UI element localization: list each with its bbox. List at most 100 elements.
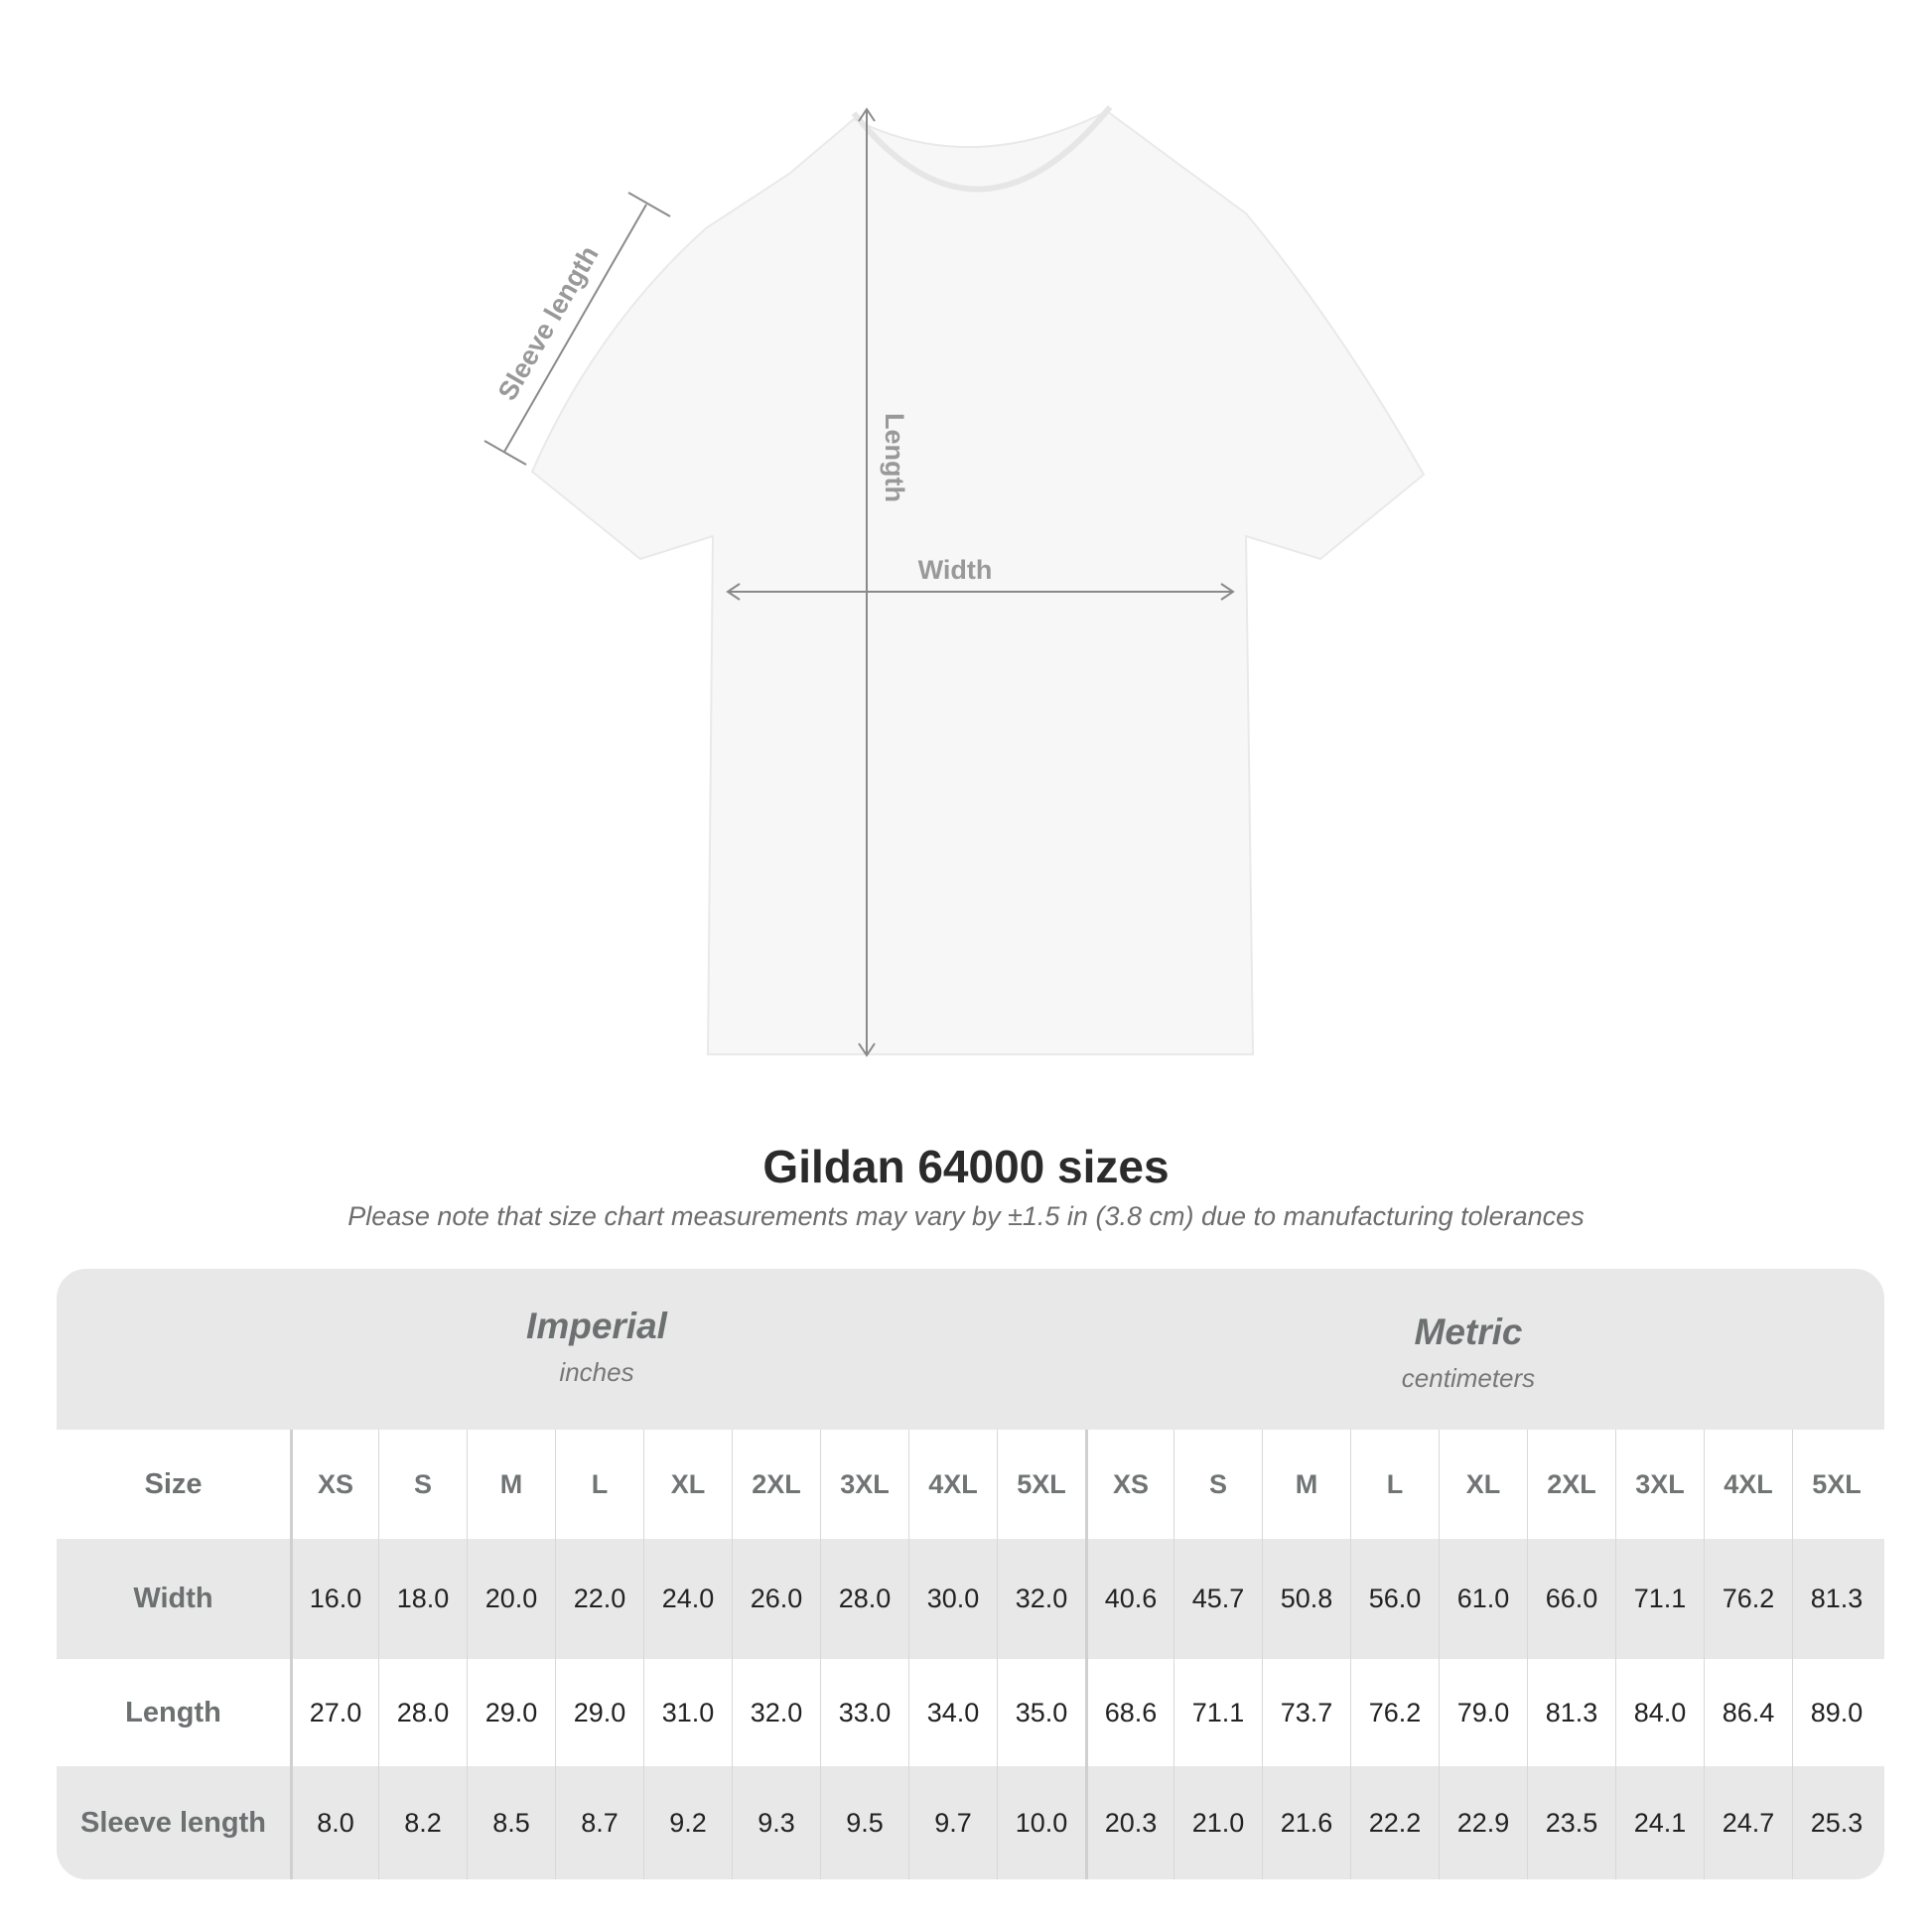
value-cell: 9.2 (643, 1766, 732, 1879)
row-label: Width (133, 1583, 213, 1614)
length-label: Length (880, 413, 909, 502)
value-cell: 20.0 (467, 1539, 555, 1659)
size-row: Size XS S M L XL 2XL 3XL 4XL 5XL XS S M L XL 2XL 3XL 4XL 5… (57, 1430, 1884, 1539)
value-cell: 86.4 (1704, 1659, 1792, 1766)
tshirt-diagram: Sleeve length Length Width (483, 105, 1426, 1057)
value-cell: 22.2 (1350, 1766, 1439, 1879)
value-cell: 16.0 (290, 1539, 378, 1659)
size-header-cell: 3XL (820, 1430, 908, 1539)
tshirt-collar (851, 105, 1113, 193)
size-header-cell: 4XL (1704, 1430, 1792, 1539)
size-header-cell: M (1262, 1430, 1350, 1539)
value-cell: 34.0 (908, 1659, 997, 1766)
size-header-cell: 4XL (908, 1430, 997, 1539)
value-cell: 31.0 (643, 1659, 732, 1766)
value-cell: 27.0 (290, 1659, 378, 1766)
value-cell: 24.7 (1704, 1766, 1792, 1879)
value-cell: 29.0 (467, 1659, 555, 1766)
value-cell: 8.5 (467, 1766, 555, 1879)
value-cell: 66.0 (1527, 1539, 1615, 1659)
row-width: Width 16.0 18.0 20.0 22.0 24.0 26.0 28.0 30.0 32.… (57, 1539, 1884, 1659)
value-cell: 22.9 (1439, 1766, 1527, 1879)
row-sleeve-length: Sleeve length 8.0 8.2 8.5 8.7 9.2 9.3 9.5 9.7 10.… (57, 1766, 1884, 1879)
value-cell: 24.1 (1615, 1766, 1704, 1879)
value-cell: 30.0 (908, 1539, 997, 1659)
value-cell: 10.0 (997, 1766, 1085, 1879)
value-cell: 79.0 (1439, 1659, 1527, 1766)
value-cell: 25.3 (1792, 1766, 1880, 1879)
value-cell: 9.3 (732, 1766, 820, 1879)
size-header-cell: XS (1085, 1430, 1173, 1539)
value-cell: 45.7 (1173, 1539, 1262, 1659)
value-cell: 56.0 (1350, 1539, 1439, 1659)
imperial-header: Imperial inches (398, 1306, 795, 1388)
value-cell: 28.0 (820, 1539, 908, 1659)
value-cell: 73.7 (1262, 1659, 1350, 1766)
value-cell: 32.0 (732, 1659, 820, 1766)
size-table: Imperial inches Metric centimeters Size X… (57, 1269, 1884, 1879)
size-header-cell: 2XL (1527, 1430, 1615, 1539)
size-header-cell: S (378, 1430, 467, 1539)
value-cell: 8.2 (378, 1766, 467, 1879)
header-band (57, 1269, 1884, 1430)
size-header-cell: M (467, 1430, 555, 1539)
value-cell: 32.0 (997, 1539, 1085, 1659)
size-header-cell: XL (1439, 1430, 1527, 1539)
value-cell: 35.0 (997, 1659, 1085, 1766)
value-cell: 24.0 (643, 1539, 732, 1659)
value-cell: 22.0 (555, 1539, 643, 1659)
imperial-title: Imperial (526, 1306, 667, 1346)
value-cell: 61.0 (1439, 1539, 1527, 1659)
size-header-cell: 3XL (1615, 1430, 1704, 1539)
value-cell: 8.7 (555, 1766, 643, 1879)
value-cell: 29.0 (555, 1659, 643, 1766)
value-cell: 33.0 (820, 1659, 908, 1766)
value-cell: 20.3 (1085, 1766, 1173, 1879)
value-cell: 76.2 (1350, 1659, 1439, 1766)
sleeve-arrow-tick-top (627, 192, 671, 217)
chart-subtitle: Please note that size chart measurements… (347, 1201, 1585, 1231)
row-band-width (57, 1539, 1884, 1659)
value-cell: 89.0 (1792, 1659, 1880, 1766)
width-arrow-head-right (1220, 583, 1235, 601)
value-cell: 26.0 (732, 1539, 820, 1659)
width-label: Width (918, 555, 993, 585)
value-cell: 9.5 (820, 1766, 908, 1879)
size-header-cell: L (555, 1430, 643, 1539)
value-cell: 68.6 (1085, 1659, 1173, 1766)
row-label: Sleeve length (80, 1806, 266, 1839)
value-cell: 21.6 (1262, 1766, 1350, 1879)
value-cell: 50.8 (1262, 1539, 1350, 1659)
value-cell: 8.0 (290, 1766, 378, 1879)
size-header-cell: XL (643, 1430, 732, 1539)
metric-title: Metric (1414, 1311, 1523, 1352)
imperial-unit: inches (559, 1357, 634, 1387)
size-header-cell: 5XL (997, 1430, 1085, 1539)
value-cell: 40.6 (1085, 1539, 1173, 1659)
row-length: Length 27.0 28.0 29.0 29.0 31.0 32.0 33.0 34.0 35… (57, 1659, 1884, 1766)
value-cell: 76.2 (1704, 1539, 1792, 1659)
chart-title: Gildan 64000 sizes (762, 1141, 1170, 1192)
size-header-cell: 5XL (1792, 1430, 1880, 1539)
row-label: Length (125, 1696, 221, 1728)
metric-unit: centimeters (1401, 1363, 1536, 1393)
sleeve-arrow-tick-bottom (483, 440, 527, 466)
size-header-cell: L (1350, 1430, 1439, 1539)
size-header-cell: 2XL (732, 1430, 820, 1539)
metric-header: Metric centimeters (1270, 1311, 1667, 1394)
value-cell: 18.0 (378, 1539, 467, 1659)
length-arrow-head-bottom (858, 1042, 876, 1057)
row-label: Size (144, 1467, 203, 1500)
width-arrow-head-left (726, 583, 741, 601)
value-cell: 84.0 (1615, 1659, 1704, 1766)
value-cell: 81.3 (1792, 1539, 1880, 1659)
length-arrow-head-top (858, 107, 876, 122)
value-cell: 71.1 (1173, 1659, 1262, 1766)
size-header-cell: XS (290, 1430, 378, 1539)
tshirt-shape (530, 109, 1426, 1055)
value-cell: 28.0 (378, 1659, 467, 1766)
size-header-cell: S (1173, 1430, 1262, 1539)
value-cell: 81.3 (1527, 1659, 1615, 1766)
value-cell: 9.7 (908, 1766, 997, 1879)
value-cell: 23.5 (1527, 1766, 1615, 1879)
